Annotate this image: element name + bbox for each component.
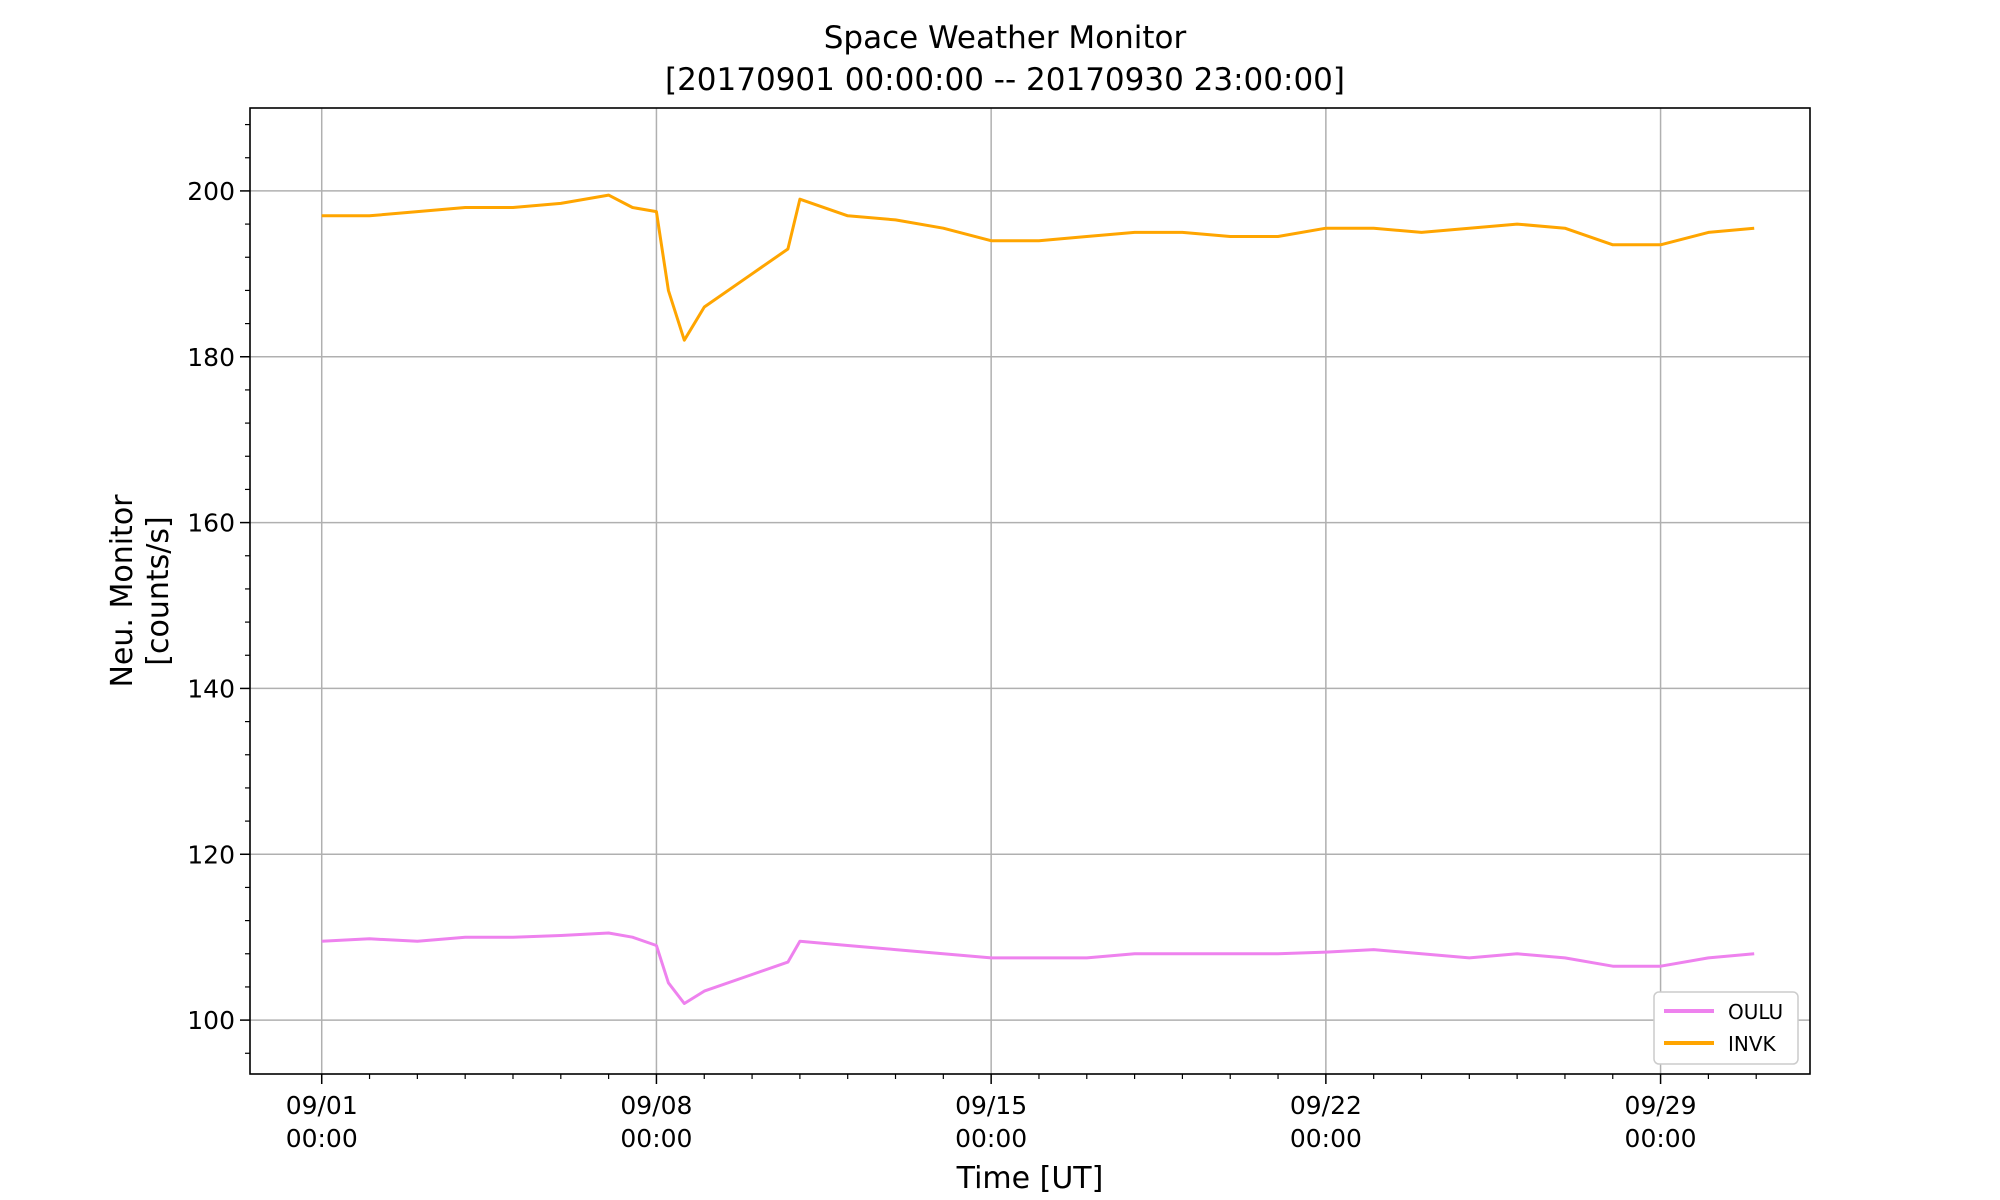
y-tick-label: 120 [187,840,235,869]
y-tick-label: 200 [187,177,235,206]
x-tick-label-time: 00:00 [1625,1124,1697,1153]
chart-title: Space Weather Monitor [824,20,1187,56]
x-tick-label-date: 09/15 [955,1091,1027,1120]
y-tick-label: 140 [187,674,235,703]
x-tick-label-time: 00:00 [955,1124,1027,1153]
x-tick-label-time: 00:00 [620,1124,692,1153]
plot-area-frame [249,107,1811,1075]
y-tick-label: 100 [187,1006,235,1035]
x-axis-label: Time [UT] [956,1161,1104,1196]
legend: OULU INVK [1653,991,1799,1065]
y-axis-label: Neu. Monitor [counts/s] [105,494,176,688]
series-lines [321,193,1755,1005]
x-tick-label-date: 09/29 [1625,1091,1697,1120]
grid-lines [250,108,1810,1074]
x-tick-label-date: 09/22 [1290,1091,1362,1120]
x-tick-label-time: 00:00 [1290,1124,1362,1153]
axes: 100 120 140 160 180 200 09/01 00:00 09/08 00:00 09… [187,123,1757,1153]
x-tick-label-date: 09/08 [620,1091,692,1120]
x-tick-label-time: 00:00 [286,1124,358,1153]
x-tick-label-date: 09/01 [286,1091,358,1120]
y-axis-label-line1: Neu. Monitor [105,494,140,688]
series-line-invk [321,193,1755,342]
y-axis-label-line2: [counts/s] [141,516,176,665]
legend-label-oulu: OULU [1728,1000,1783,1024]
y-tick-label: 160 [187,509,235,538]
series-line-oulu [321,931,1755,1005]
chart-subtitle: [20170901 00:00:00 -- 20170930 23:00:00] [665,62,1345,98]
y-tick-label: 180 [187,343,235,372]
legend-label-invk: INVK [1728,1032,1777,1056]
